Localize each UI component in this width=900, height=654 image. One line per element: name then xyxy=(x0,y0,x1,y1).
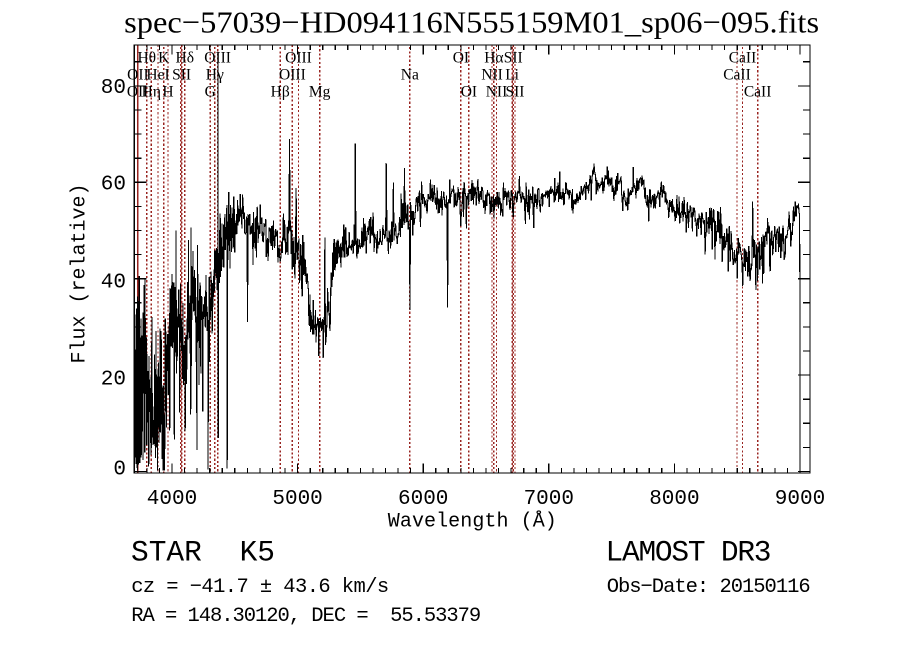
svg-text:80: 80 xyxy=(101,77,126,100)
svg-text:4000: 4000 xyxy=(147,488,197,511)
svg-text:Mg: Mg xyxy=(309,84,331,101)
svg-text:CaII: CaII xyxy=(744,84,772,101)
svg-text:0: 0 xyxy=(113,459,126,482)
svg-text:CaII: CaII xyxy=(729,50,757,67)
svg-text:G: G xyxy=(205,84,216,101)
svg-text:8000: 8000 xyxy=(649,488,699,511)
svg-text:Wavelength (Å): Wavelength (Å) xyxy=(388,511,557,534)
svg-text:OII: OII xyxy=(127,84,149,101)
svg-text:Li: Li xyxy=(505,67,519,84)
svg-text:Hθ: Hθ xyxy=(137,50,156,67)
svg-text:LAMOST DR3: LAMOST DR3 xyxy=(606,536,772,570)
svg-text:Na: Na xyxy=(401,67,419,84)
svg-text:6000: 6000 xyxy=(398,488,448,511)
svg-text:OII: OII xyxy=(127,67,149,84)
svg-text:20: 20 xyxy=(101,369,126,392)
svg-text:OIII: OIII xyxy=(285,50,312,67)
svg-text:Hδ: Hδ xyxy=(176,50,195,67)
svg-text:OI: OI xyxy=(453,50,469,67)
svg-text:9000: 9000 xyxy=(775,488,825,511)
svg-text:Flux (relative): Flux (relative) xyxy=(69,184,92,364)
svg-text:SII: SII xyxy=(172,67,191,84)
svg-text:STAR: STAR xyxy=(131,536,202,570)
svg-text:Hα: Hα xyxy=(484,50,503,67)
svg-text:7000: 7000 xyxy=(524,488,574,511)
svg-text:OIII: OIII xyxy=(204,50,231,67)
svg-text:SII: SII xyxy=(506,84,525,101)
svg-text:NII: NII xyxy=(481,67,503,84)
svg-text:Hγ: Hγ xyxy=(206,67,224,84)
svg-text:OI: OI xyxy=(461,84,477,101)
svg-text:K5: K5 xyxy=(240,536,275,570)
svg-text:cz = −41.7 ± 43.6 km/s: cz = −41.7 ± 43.6 km/s xyxy=(131,576,389,599)
svg-text:H: H xyxy=(162,84,173,101)
svg-text:HeI: HeI xyxy=(146,67,169,84)
svg-text:CaII: CaII xyxy=(723,67,751,84)
svg-text:spec−57039−HD094116N555159M01_: spec−57039−HD094116N555159M01_sp06−095.f… xyxy=(124,5,819,40)
svg-text:RA = 148.30120, DEC = 55.5337: RA = 148.30120, DEC = 55.53379 xyxy=(131,605,481,628)
svg-text:60: 60 xyxy=(101,174,126,197)
svg-text:NII: NII xyxy=(486,84,508,101)
svg-text:Hβ: Hβ xyxy=(271,84,290,101)
svg-text:SII: SII xyxy=(504,50,523,67)
svg-text:Obs−Date: 20150116: Obs−Date: 20150116 xyxy=(607,576,811,599)
svg-text:40: 40 xyxy=(101,271,126,294)
svg-text:Hη: Hη xyxy=(142,84,161,101)
svg-text:5000: 5000 xyxy=(272,488,322,511)
svg-text:OIII: OIII xyxy=(279,67,306,84)
svg-text:K: K xyxy=(158,50,170,67)
